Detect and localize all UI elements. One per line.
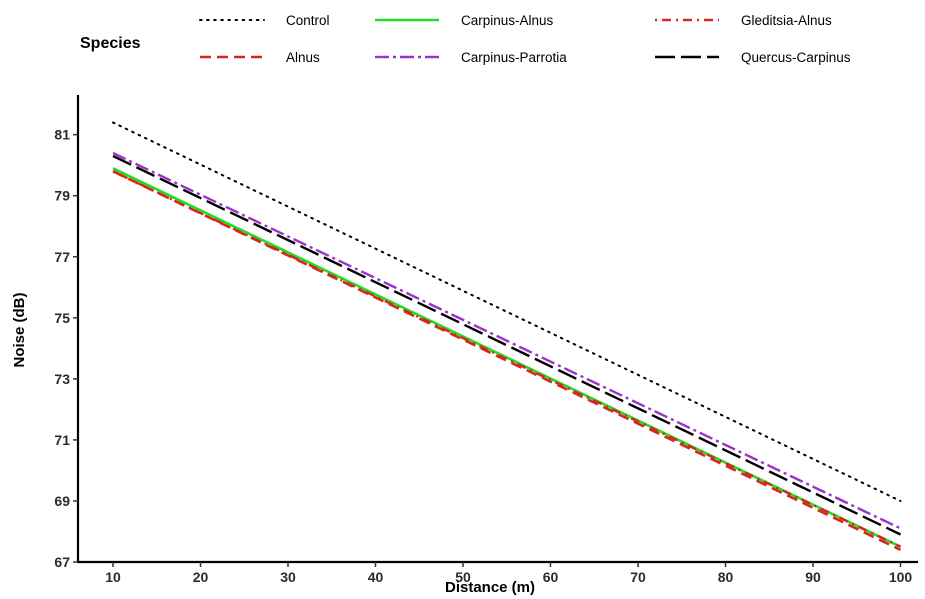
series-lines [112,121,902,551]
y-tick-label: 67 [54,554,70,570]
x-tick-label: 80 [718,569,734,585]
x-tick-label: 50 [455,569,471,585]
series-control [112,121,902,502]
series-line [112,167,902,548]
x-tick-label: 90 [805,569,821,585]
series-quercus-carpinus [112,154,902,536]
axes: Distance (m) Noise (dB) 10 20 30 40 50 60 70 80… [11,95,918,596]
legend-label: Quercus-Carpinus [741,50,851,65]
y-tick-label: 71 [54,432,70,448]
x-tick-label: 30 [280,569,296,585]
legend-title: Species [80,35,141,52]
series-line [112,151,902,530]
series-line [112,170,902,548]
legend: Species Control Carpinus-Alnus Gleditsia-A… [80,13,851,65]
x-tick-label: 40 [368,569,384,585]
legend-item: Quercus-Carpinus [655,50,851,65]
x-tick-label: 70 [630,569,646,585]
series-line [112,121,902,502]
y-tick-label: 77 [54,249,70,265]
legend-item: Alnus [200,50,320,65]
x-tick-label: 100 [889,569,913,585]
legend-item: Carpinus-Alnus [375,13,554,28]
series-line [112,170,902,551]
y-axis-title: Noise (dB) [11,292,28,367]
x-tick-label: 10 [105,569,121,585]
series-carpinus-parrotia [112,151,902,530]
series-gleditsia-alnus [112,170,902,548]
legend-item: Gleditsia-Alnus [655,13,832,28]
legend-label: Carpinus-Alnus [461,13,554,28]
series-alnus [112,170,902,551]
legend-label: Carpinus-Parrotia [461,50,567,65]
y-tick-label: 69 [54,493,70,509]
x-tick-label: 60 [543,569,559,585]
y-tick-label: 75 [54,310,70,326]
y-tick-label: 73 [54,371,70,387]
series-line [112,154,902,536]
legend-label: Alnus [286,50,320,65]
legend-label: Control [286,13,330,28]
y-tick-label: 81 [54,127,70,143]
series-carpinus-alnus [112,167,902,548]
x-axis-title: Distance (m) [445,579,535,596]
y-tick-label: 79 [54,188,70,204]
x-tick-label: 20 [193,569,209,585]
legend-label: Gleditsia-Alnus [741,13,832,28]
legend-item: Control [199,13,330,28]
legend-item: Carpinus-Parrotia [375,50,567,65]
